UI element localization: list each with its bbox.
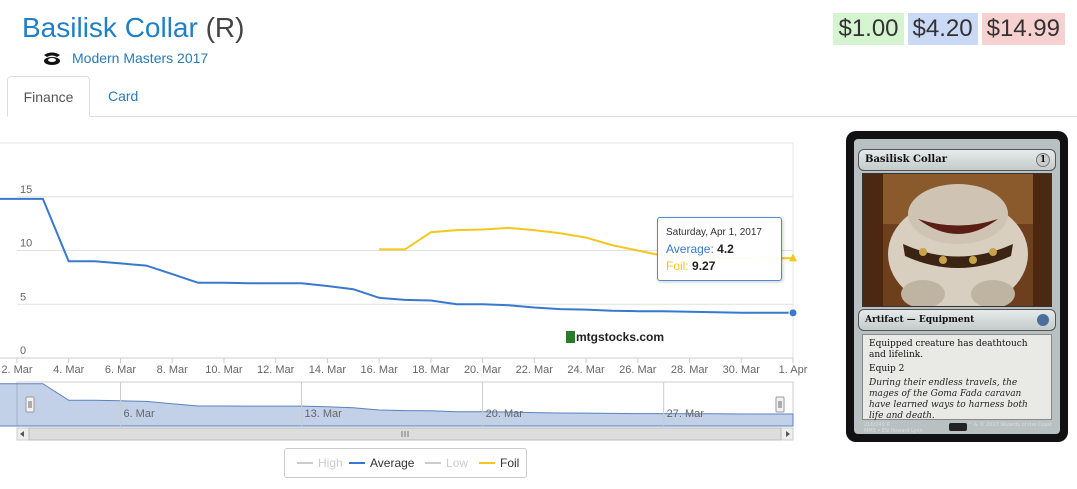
tooltip-average-row: Average: 4.2 — [666, 241, 773, 258]
mtg-card-image: Basilisk Collar 1 — [846, 131, 1068, 442]
mtg-collector-number: 216/249 R — [864, 422, 890, 428]
mtg-flavor-text: During their endless travels, the mages … — [869, 378, 1028, 421]
x-tick-label: 30. Mar — [723, 364, 761, 376]
tooltip-date: Saturday, Apr 1, 2017 — [666, 227, 762, 238]
legend-label-low: Low — [446, 456, 469, 470]
x-tick-label: 28. Mar — [671, 364, 709, 376]
x-tick-label: 14. Mar — [309, 364, 347, 376]
mtg-footer-right: ™ & © 2017 Wizards of the Coast — [967, 422, 1052, 428]
mtgstocks-logo-icon — [566, 331, 575, 343]
price-low-badge: $1.00 — [833, 13, 904, 45]
legend-line-low — [425, 462, 441, 464]
y-tick-label: 5 — [20, 291, 26, 303]
tab-finance[interactable]: Finance — [7, 76, 90, 117]
x-tick-label: 26. Mar — [619, 364, 657, 376]
navigator-series-area — [0, 383, 794, 427]
card-rarity: (R) — [205, 12, 245, 43]
mtg-card-footer: 216/249 R MM3 • EN Howard Lyon ™ & © 2017… — [864, 422, 1052, 434]
x-tick-label: 16. Mar — [360, 364, 398, 376]
card-title: Basilisk Collar (R) — [22, 12, 244, 44]
tooltip-foil-row: Foil: 9.27 — [666, 258, 773, 275]
price-average-badge: $4.20 — [907, 13, 978, 45]
legend-line-foil — [479, 462, 495, 464]
legend-label-high: High — [318, 456, 343, 470]
x-tick-label: 22. Mar — [516, 364, 554, 376]
holo-stamp-icon — [949, 423, 967, 431]
legend-label-foil: Foil — [500, 456, 520, 470]
price-foil-badge: $14.99 — [981, 13, 1065, 45]
x-tick-label: 20. Mar — [464, 364, 502, 376]
legend-label-average: Average — [370, 456, 415, 470]
tooltip-average-label: Average: — [666, 242, 714, 256]
price-badges: $1.00 $4.20 $14.99 — [833, 13, 1065, 45]
x-tick-label: 10. Mar — [205, 364, 243, 376]
mtg-card-art — [862, 173, 1052, 307]
tooltip-average-value: 4.2 — [717, 242, 734, 256]
mtg-card-frame: Basilisk Collar 1 — [854, 139, 1060, 434]
navigator-tick-label: 13. Mar — [305, 408, 343, 420]
card-name: Basilisk Collar — [22, 12, 198, 43]
tooltip-foil-value: 9.27 — [692, 259, 716, 273]
tooltip-foil-label: Foil: — [666, 259, 689, 273]
mtg-set-symbol-icon — [1037, 314, 1049, 326]
watermark-text: mtgstocks.com — [576, 330, 665, 344]
y-tick-label: 15 — [20, 184, 32, 196]
basilisk-art-illustration — [863, 174, 1051, 306]
x-tick-label: 4. Mar — [53, 364, 85, 376]
y-tick-label: 0 — [20, 345, 26, 357]
mtg-artist-line: MM3 • EN Howard Lyon — [864, 428, 923, 434]
price-chart: 0 5 10 15 2. Mar 4. Mar 6. Mar 8. Mar 10. Mar 12.… — [0, 142, 808, 441]
chart-legend: High Average Low Foil — [284, 448, 527, 478]
tab-bar: Finance Card — [7, 76, 1077, 117]
set-icon — [44, 52, 60, 65]
navigator-tick-label: 6. Mar — [123, 408, 155, 420]
navigator-left-handle — [25, 396, 35, 413]
legend-item-foil[interactable]: Foil — [479, 449, 519, 477]
set-row: Modern Masters 2017 — [42, 50, 208, 66]
x-tick-label: 6. Mar — [105, 364, 137, 376]
scroll-left-arrow-icon — [20, 431, 24, 437]
mtg-card-type: Artifact — Equipment — [865, 315, 975, 325]
x-tick-label: 18. Mar — [412, 364, 450, 376]
mtg-card-textbox: Equipped creature has deathtouch and lif… — [862, 334, 1052, 421]
legend-item-average[interactable]: Average — [349, 449, 414, 477]
navigator-tick-label: 20. Mar — [486, 408, 524, 420]
x-tick-label: 8. Mar — [157, 364, 189, 376]
x-tick-label: 12. Mar — [257, 364, 295, 376]
chart-watermark: mtgstocks.com — [566, 330, 664, 344]
mtg-rules-text-2: Equip 2 — [869, 364, 905, 374]
mtg-card-name: Basilisk Collar — [865, 154, 947, 165]
legend-item-low[interactable]: Low — [425, 449, 468, 477]
legend-item-high[interactable]: High — [297, 449, 343, 477]
x-tick-label: 24. Mar — [567, 364, 605, 376]
mtg-card-titlebar: Basilisk Collar 1 — [858, 149, 1056, 171]
mana-cost-icon: 1 — [1036, 153, 1050, 167]
chart-tooltip: Saturday, Apr 1, 2017 Average: 4.2 Foil:… — [657, 217, 782, 281]
mtg-rules-text-1: Equipped creature has deathtouch and lif… — [869, 339, 1028, 360]
mtg-card-typebar: Artifact — Equipment — [858, 309, 1056, 331]
legend-line-average — [349, 462, 365, 464]
navigator-tick-label: 27. Mar — [667, 408, 705, 420]
tab-card[interactable]: Card — [108, 88, 139, 104]
mtg-footer-left: 216/249 R MM3 • EN Howard Lyon — [864, 422, 923, 434]
average-hover-marker — [788, 308, 798, 318]
set-link[interactable]: Modern Masters 2017 — [72, 50, 209, 66]
foil-hover-marker — [789, 253, 797, 262]
x-tick-label: 2. Mar — [1, 364, 33, 376]
scroll-right-arrow-icon — [786, 431, 790, 437]
x-tick-label: 1. Apr — [779, 364, 808, 376]
navigator-right-handle — [775, 396, 785, 413]
y-tick-label: 10 — [20, 238, 32, 250]
legend-line-high — [297, 462, 313, 464]
